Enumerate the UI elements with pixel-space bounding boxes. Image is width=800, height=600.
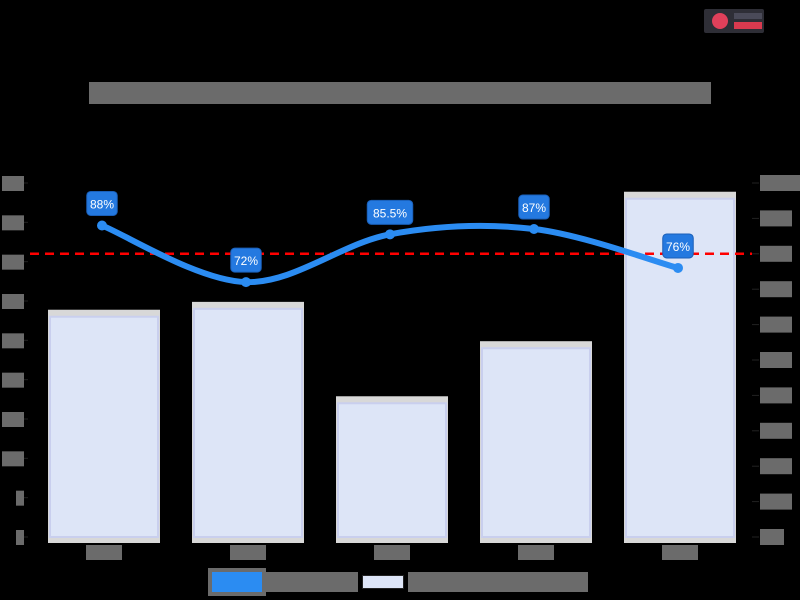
left-axis-label: [2, 254, 24, 270]
logo-mark-icon: [712, 13, 728, 29]
logo-subtext: [734, 22, 762, 29]
line-point: [529, 224, 539, 235]
logo-text: [734, 13, 762, 19]
left-axis-label: [2, 333, 24, 349]
data-label-box: [86, 190, 118, 216]
x-axis-label: [230, 545, 266, 560]
data-label: 87%: [522, 201, 546, 215]
left-axis-label: [2, 372, 24, 388]
data-label: 88%: [90, 197, 114, 211]
left-axis-label: [2, 451, 24, 467]
chart-legend: [line series legend text] [bar series le…: [208, 568, 588, 596]
left-axis-label: [16, 530, 24, 545]
right-axis-label: [760, 316, 792, 333]
right-axis-label: [760, 281, 792, 298]
x-axis-label: [518, 545, 554, 560]
right-axis-label: [760, 175, 800, 191]
data-label: 72%: [234, 254, 258, 268]
right-axis-label: [760, 245, 792, 262]
data-label: 85.5%: [373, 206, 407, 220]
left-axis-label: [2, 215, 24, 231]
data-label-box: [230, 247, 262, 273]
line-point: [673, 262, 683, 273]
bar: [337, 402, 447, 538]
data-label-box: [662, 233, 694, 259]
right-axis-label: [760, 422, 792, 439]
right-axis-label: [760, 458, 792, 475]
x-axis-label: [86, 545, 122, 560]
x-axis-label: [374, 545, 410, 560]
left-axis-label: [2, 176, 24, 191]
bar: [49, 315, 159, 538]
line-point: [97, 220, 107, 231]
line-point: [241, 277, 251, 288]
right-axis-label: [760, 352, 792, 368]
right-axis-label: [760, 493, 792, 510]
data-label: 76%: [666, 240, 690, 254]
legend-label-line: [line series legend text]: [266, 572, 358, 592]
right-axis-label: [760, 529, 784, 545]
right-axis-label: [760, 210, 792, 227]
data-label-box: [366, 199, 414, 225]
left-axis-label: [2, 294, 24, 309]
legend-label-bar: [bar series legend text obscured]: [408, 572, 588, 592]
right-axis-label: [760, 387, 792, 404]
left-axis-label: [2, 412, 24, 427]
legend-bar-swatch: [362, 575, 404, 589]
data-label-box: [518, 194, 550, 220]
legend-line-swatch: [208, 568, 266, 596]
chart-title: [title text obscured]: [89, 82, 711, 104]
watermark-logo: [704, 9, 764, 33]
line-point: [385, 229, 395, 240]
bar: [481, 347, 591, 539]
x-axis-label: [662, 545, 698, 560]
bar: [193, 307, 303, 538]
left-axis-label: [16, 490, 24, 506]
